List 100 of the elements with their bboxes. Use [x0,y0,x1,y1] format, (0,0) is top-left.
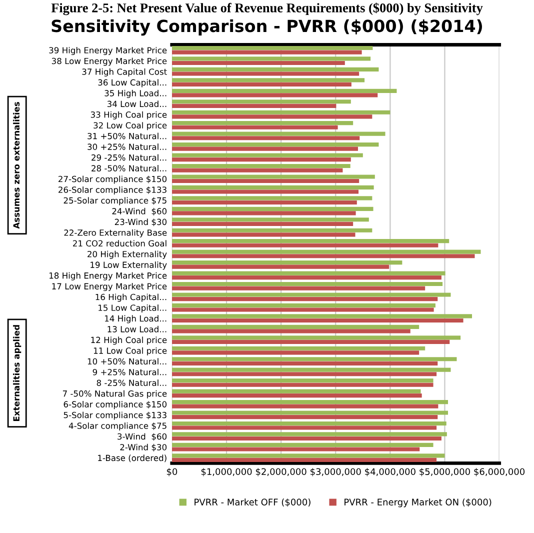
bar [172,271,446,276]
bar [172,336,461,340]
bar [172,296,438,302]
y-tick-label: 35 High Load... [104,90,166,98]
bar [172,56,371,61]
chart-title: Figure 2-5: Net Present Value of Revenue Requirements ($000) by Sensitivity [51,2,483,16]
y-tick-label: 30 +25% Natural... [88,144,166,150]
bar [172,372,437,376]
bar [172,100,351,104]
y-tick-label: 28 -50% Natural... [92,164,166,172]
bar [172,254,475,258]
y-tick-label: 1-Base (ordered) [98,454,166,462]
bar [172,206,374,211]
bar [172,185,374,190]
y-tick-label: 20 High Externality [88,250,167,259]
x-tick-label: $2,000,000 [256,468,306,476]
y-tick-label: 37 High Capital Cost [82,68,167,76]
bar [172,389,421,394]
bar [172,110,390,114]
bar [172,454,445,458]
bar [172,400,448,404]
bar [172,78,365,82]
x-tick-label: $3,000,000 [310,468,361,476]
y-tick-label: 36 Low Capital... [98,79,166,88]
y-tick-label: 5-Solar compliance $133 [64,412,166,420]
bar [172,146,358,151]
bar [172,46,373,50]
bar [172,292,451,297]
x-tick-label: $0 [166,468,178,476]
bar [172,142,379,147]
y-tick-label: 26-Solar compliance $133 [58,186,166,195]
y-tick-label: 6-Solar compliance $150 [64,401,167,410]
bar [172,382,434,387]
bar [172,303,436,308]
bar [172,232,356,237]
bar [172,200,357,205]
y-tick-label: 12 High Coal price [91,336,167,345]
bar [172,93,378,98]
bar [172,282,443,286]
bar [172,174,375,179]
y-tick-label: 23-Wind $30 [114,218,167,226]
legend-label: PVRR - Energy Market ON ($000) [344,498,492,508]
y-tick-label: 8 -25% Natural... [96,380,166,386]
y-tick-label: 9 +25% Natural... [92,368,166,376]
bar [172,60,345,66]
y-tick-label: 22-Zero Externality Base [64,229,167,238]
y-tick-label: 27-Solar compliance $150 [58,176,167,184]
chart-subtitle: Sensitivity Comparison - PVRR ($000) ($2014) [52,19,482,36]
y-tick-label: 18 High Energy Market Price [50,272,167,280]
text: Assumes zero externalities [13,102,20,229]
y-tick-label: 3-Wind $60 [118,433,167,441]
bar [172,50,362,54]
y-tick-label: 32 Low Coal price [94,122,167,130]
bar [172,340,450,344]
y-tick-label: 11 Low Coal price [94,347,167,356]
bar [172,104,336,108]
y-tick-label: 19 Low Externality [90,262,167,270]
bar [172,218,369,222]
y-tick-label: 15 Low Capital... [98,304,166,313]
bar [172,447,420,452]
bar [172,168,343,172]
bar [172,378,434,383]
y-tick-label: 24-Wind $60 [112,208,167,216]
bar [172,114,372,119]
bar [172,239,450,244]
bar [172,196,372,200]
bar [172,121,354,126]
y-tick-label: 31 +50% Natural... [88,132,166,140]
y-tick-label: 10 +50% Natural... [88,358,166,365]
y-tick-label: 4-Solar compliance $75 [68,422,166,431]
bar [172,458,437,462]
y-tick-label: 21 CO2 reduction Goal [73,240,166,247]
y-tick-label: 2-Wind $30 [120,444,167,452]
bar [172,260,402,265]
y-tick-label: 38 Low Energy Market Price [52,58,167,66]
y-tick-label: 39 High Energy Market Price [49,46,167,56]
bar [172,286,426,290]
bar [172,314,472,318]
legend-label: PVRR - Market OFF ($000) [194,498,310,507]
bar [172,368,451,372]
text: Externalities applied [13,325,22,421]
bar [172,442,434,447]
bar [172,72,360,76]
bar [172,361,438,366]
bar [172,394,422,398]
y-tick-label: 33 High Coal price [90,111,167,120]
bar [172,350,420,355]
bar [172,178,360,184]
bar [172,346,426,350]
bar [172,243,438,248]
bar [172,308,434,312]
bar [172,432,447,436]
bar [172,82,352,87]
bar [172,421,446,426]
x-tick-label: $6,000,000 [474,468,525,476]
bar [172,404,438,408]
bar [172,222,354,226]
y-tick-label: 25-Solar compliance $75 [64,197,166,206]
y-tick-label: 16 High Capital... [96,294,166,302]
bar [172,125,338,130]
